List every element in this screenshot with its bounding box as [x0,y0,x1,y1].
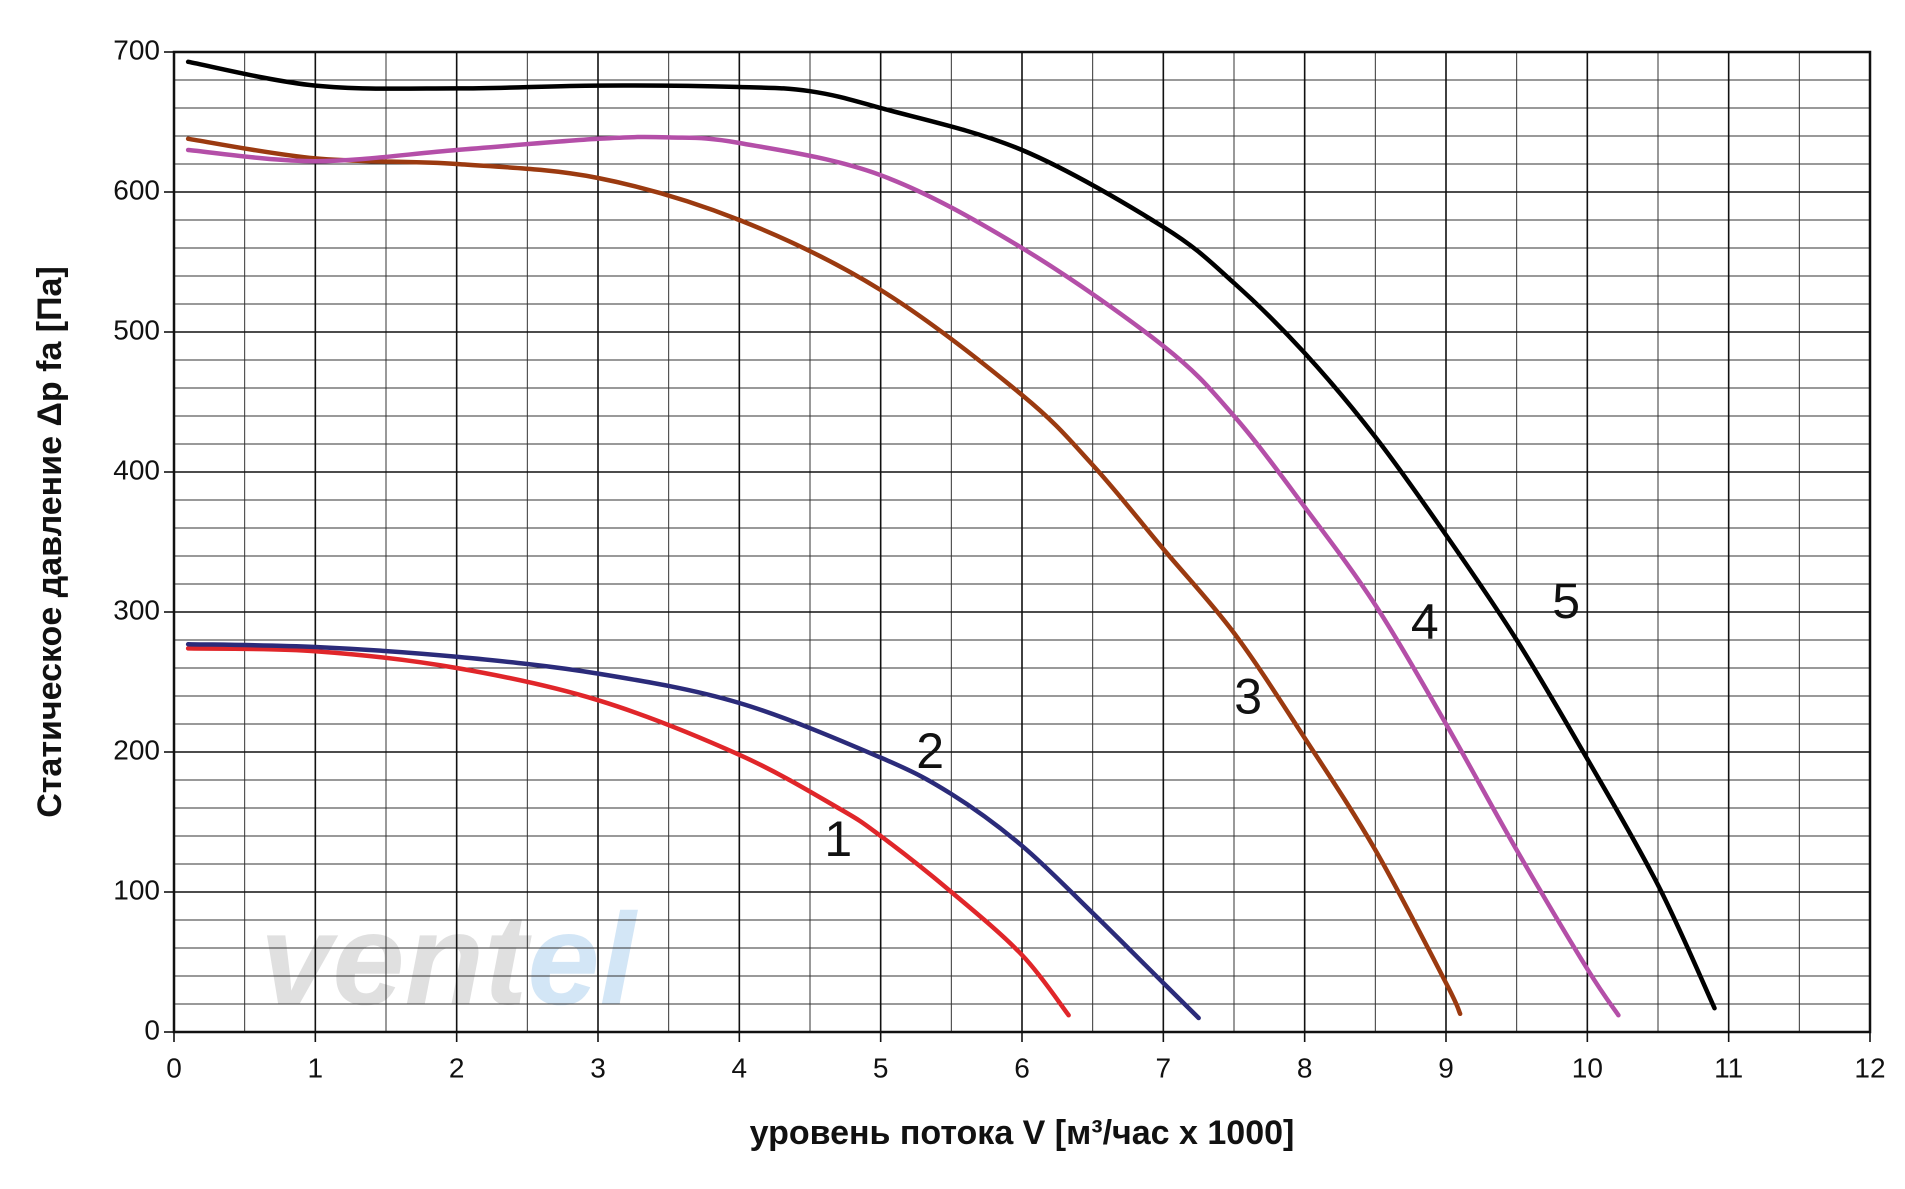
y-tick-label: 700 [113,34,160,65]
x-tick-label: 12 [1854,1052,1885,1083]
plot-frame [172,50,1872,1034]
curve-label: 5 [1552,573,1580,629]
x-tick-label: 6 [1014,1052,1030,1083]
y-tick-label: 500 [113,314,160,345]
watermark: ventel [260,886,639,1032]
curve-label: 2 [916,723,944,779]
y-tick-label: 600 [113,174,160,205]
y-tick-label: 300 [113,594,160,625]
x-tick-label: 7 [1156,1052,1172,1083]
series-line [185,59,1717,1011]
watermark-part: el [527,886,638,1032]
y-tick-label: 100 [113,874,160,905]
curve-label: 1 [824,811,852,867]
series-line [185,641,1201,1021]
x-tick-label: 9 [1438,1052,1454,1083]
y-axis-title: Статическое давление Δp fa [Па] [31,266,69,818]
series-line [185,134,1621,1018]
x-tick-label: 11 [1714,1052,1743,1083]
x-tick-label: 3 [590,1052,606,1083]
x-tick-label: 0 [166,1052,182,1083]
y-tick-label: 0 [144,1014,160,1045]
x-tick-label: 10 [1572,1052,1603,1083]
x-axis-title: уровень потока V [м³/час x 1000] [750,1114,1295,1152]
series-line [185,646,1071,1018]
x-tick-label: 2 [449,1052,465,1083]
curve-label: 3 [1234,668,1262,724]
curve-label: 4 [1411,594,1439,650]
series-line [185,136,1463,1017]
watermark-part: vent [260,886,532,1032]
y-tick-label: 400 [113,454,160,485]
x-tick-label: 1 [308,1052,324,1083]
x-tick-label: 5 [873,1052,889,1083]
y-tick-label: 200 [113,734,160,765]
x-tick-label: 4 [732,1052,748,1083]
x-tick-label: 8 [1297,1052,1313,1083]
